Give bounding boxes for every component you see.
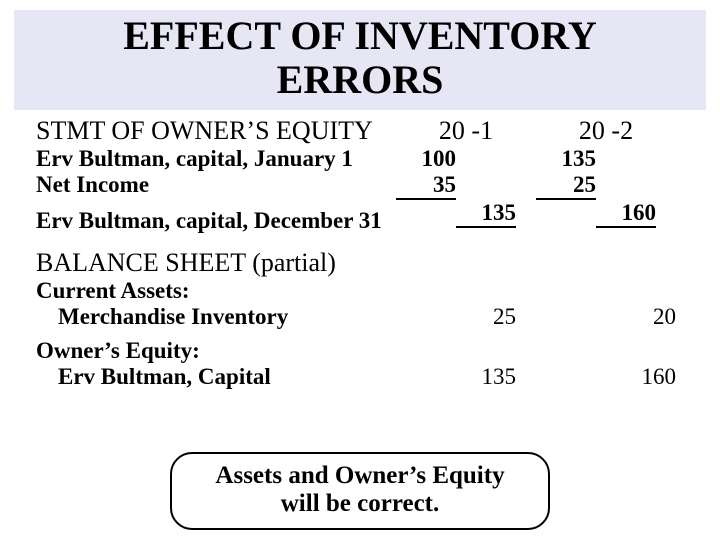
capital-v1: 135 [396, 364, 516, 390]
label-merch-inv: Merchandise Inventory [36, 304, 396, 330]
net-income-v1: 35 [396, 172, 456, 200]
label-capital: Erv Bultman, Capital [36, 364, 396, 390]
row-capital-jan1: Erv Bultman, capital, January 1 100 135 [36, 146, 684, 172]
stmt-heading: STMT OF OWNER’S EQUITY [36, 116, 396, 146]
merch-v1: 25 [396, 304, 516, 330]
merch-v2: 20 [516, 304, 676, 330]
net-income-v2: 25 [536, 172, 596, 200]
col2-block: 135 [536, 146, 676, 172]
balance-heading: BALANCE SHEET (partial) [36, 248, 684, 278]
row-capital-dec31: Erv Bultman, capital, December 31 135 16… [36, 200, 684, 234]
title-line1: EFFECT OF INVENTORY [123, 13, 596, 58]
label-net-income: Net Income [36, 172, 396, 198]
callout-box: Assets and Owner’s Equity will be correc… [170, 452, 550, 530]
cap-jan1-v2: 135 [536, 146, 596, 172]
row-merch-inv: Merchandise Inventory 25 20 [36, 304, 684, 330]
label-capital-dec31: Erv Bultman, capital, December 31 [36, 208, 396, 234]
title-band: EFFECT OF INVENTORY ERRORS [14, 10, 706, 110]
row-owners-equity: Owner’s Equity: [36, 338, 684, 364]
col1-block: 100 [396, 146, 536, 172]
label-current-assets: Current Assets: [36, 278, 396, 304]
cap-dec31-v1: 135 [456, 200, 516, 228]
label-capital-jan1: Erv Bultman, capital, January 1 [36, 146, 396, 172]
cap-jan1-v1: 100 [396, 146, 456, 172]
callout-line1: Assets and Owner’s Equity [215, 462, 504, 489]
cap-dec31-v2: 160 [596, 200, 656, 228]
page-title: EFFECT OF INVENTORY ERRORS [14, 14, 706, 102]
title-line2: ERRORS [277, 57, 444, 102]
content-area: STMT OF OWNER’S EQUITY 20 -1 20 -2 Erv B… [0, 114, 720, 390]
col2-head: 20 -2 [536, 116, 676, 146]
col1-head: 20 -1 [396, 116, 536, 146]
row-current-assets: Current Assets: [36, 278, 684, 304]
row-capital: Erv Bultman, Capital 135 160 [36, 364, 684, 390]
stmt-header-row: STMT OF OWNER’S EQUITY 20 -1 20 -2 [36, 114, 684, 146]
label-owners-equity: Owner’s Equity: [36, 338, 396, 364]
callout-line2: will be correct. [281, 490, 440, 517]
capital-v2: 160 [516, 364, 676, 390]
row-net-income: Net Income 35 25 [36, 172, 684, 200]
